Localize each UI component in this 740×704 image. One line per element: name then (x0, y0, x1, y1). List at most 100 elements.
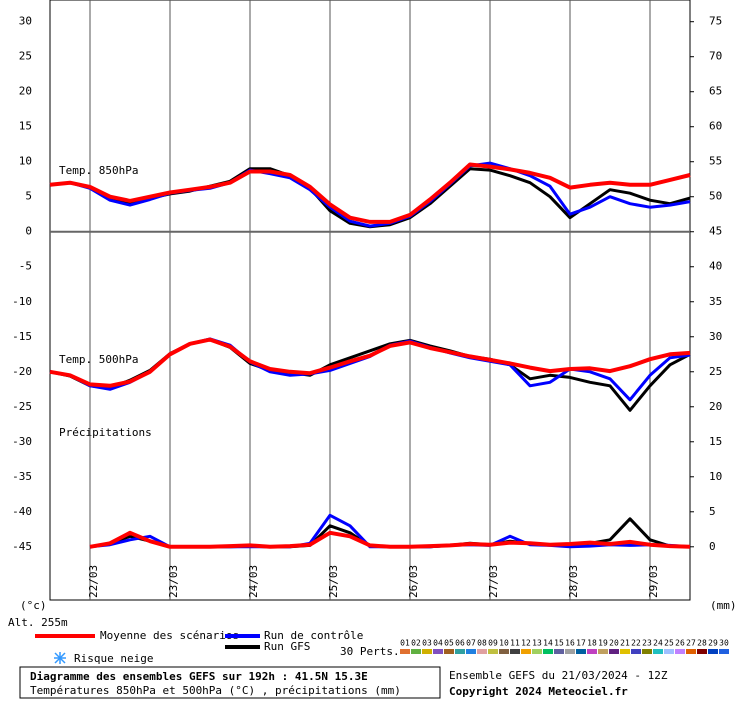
pert-swatch (719, 649, 729, 654)
y2-tick-label: 50 (709, 190, 722, 203)
legend-label: Run de contrôle (264, 629, 363, 642)
pert-label: 23 (642, 639, 652, 648)
y2-tick-label: 25 (709, 365, 722, 378)
pert-swatch (554, 649, 564, 654)
y-tick-label: 25 (19, 50, 32, 63)
pert-swatch (411, 649, 421, 654)
pert-label: 17 (576, 639, 586, 648)
y-tick-label: -35 (12, 470, 32, 483)
pert-swatch (664, 649, 674, 654)
y-tick-label: -45 (12, 540, 32, 553)
y-tick-label: -20 (12, 365, 32, 378)
legend: Moyenne des scénarios Run de contrôle Ru… (35, 629, 400, 665)
y-tick-label: 20 (19, 85, 32, 98)
pert-label: 30 (719, 639, 729, 648)
legend-label: Moyenne des scénarios (100, 629, 239, 642)
y-tick-label: 30 (19, 15, 32, 28)
pert-label: 26 (675, 639, 685, 648)
pert-swatch (708, 649, 718, 654)
pert-swatch (455, 649, 465, 654)
y2-tick-label: 0 (709, 540, 716, 553)
plot-area (49, 0, 691, 601)
x-tick-label: 29/03 (647, 565, 660, 598)
pert-swatch (609, 649, 619, 654)
pert-label: 20 (609, 639, 619, 648)
y2-tick-label: 30 (709, 330, 722, 343)
pert-label: 25 (664, 639, 674, 648)
pert-swatch (620, 649, 630, 654)
pert-label: 07 (466, 639, 476, 648)
y2-tick-label: 75 (709, 15, 722, 28)
pert-label: 18 (587, 639, 597, 648)
y-tick-label: -25 (12, 400, 32, 413)
pert-label: 05 (444, 639, 454, 648)
x-tick-label: 26/03 (407, 565, 420, 598)
y-tick-label: 5 (25, 190, 32, 203)
pert-swatch (653, 649, 663, 654)
pert-label: 02 (411, 639, 421, 648)
series-line (49, 162, 691, 224)
pert-label: 01 (400, 639, 410, 648)
y2-tick-label: 40 (709, 260, 722, 273)
y-tick-label: 0 (25, 225, 32, 238)
pert-swatch (466, 649, 476, 654)
y-tick-label: 15 (19, 120, 32, 133)
pert-swatch (543, 649, 553, 654)
altitude: Alt. 255m (8, 616, 68, 629)
pert-label: 08 (477, 639, 487, 648)
pert-label: 27 (686, 639, 696, 648)
panel-label: Temp. 850hPa (59, 164, 138, 177)
y2-tick-label: 45 (709, 225, 722, 238)
legend-label: Run GFS (264, 640, 310, 653)
y2-tick-label: 55 (709, 155, 722, 168)
pert-label: 29 (708, 639, 718, 648)
pert-label: 22 (631, 639, 641, 648)
pert-swatch (576, 649, 586, 654)
snow-icon (54, 652, 66, 664)
y2-tick-label: 15 (709, 435, 722, 448)
y-tick-label: -30 (12, 435, 32, 448)
pert-swatch (565, 649, 575, 654)
pert-label: 16 (565, 639, 575, 648)
chart-subtitle: Températures 850hPa et 500hPa (°C) , pré… (30, 684, 401, 697)
pert-swatch (499, 649, 509, 654)
series-line (49, 161, 691, 228)
copyright: Copyright 2024 Meteociel.fr (449, 685, 628, 698)
pert-label: 11 (510, 639, 520, 648)
pert-label: 03 (422, 639, 432, 648)
pert-label: 14 (543, 639, 553, 648)
pert-swatch (488, 649, 498, 654)
panel-label: Temp. 500hPa (59, 353, 138, 366)
series-line (89, 530, 691, 549)
panel-label: Précipitations (59, 426, 152, 439)
y-axis-label: (°c) (20, 599, 47, 612)
y2-tick-label: 5 (709, 505, 716, 518)
pert-swatch (433, 649, 443, 654)
y2-tick-label: 60 (709, 120, 722, 133)
pert-label: 09 (488, 639, 498, 648)
y2-tick-label: 70 (709, 50, 722, 63)
pert-swatch (532, 649, 542, 654)
pert-label: 06 (455, 639, 465, 648)
pert-swatch (587, 649, 597, 654)
pert-label: 15 (554, 639, 564, 648)
y2-axis-label: (mm) (710, 599, 737, 612)
pert-label: 21 (620, 639, 630, 648)
run-label: Ensemble GEFS du 21/03/2024 - 12Z (449, 669, 668, 682)
y-tick-label: 10 (19, 155, 32, 168)
pert-label: 12 (521, 639, 531, 648)
y2-tick-label: 20 (709, 400, 722, 413)
pert-label: 04 (433, 639, 443, 648)
pert-label: 10 (499, 639, 509, 648)
title-box (19, 666, 441, 699)
y-tick-label: -40 (12, 505, 32, 518)
x-tick-label: 23/03 (167, 565, 180, 598)
pert-swatch (686, 649, 696, 654)
pert-swatch (521, 649, 531, 654)
x-tick-label: 27/03 (487, 565, 500, 598)
perts-label: 30 Perts. (340, 645, 400, 658)
pert-swatch (642, 649, 652, 654)
y-tick-label: -10 (12, 295, 32, 308)
pert-swatch (697, 649, 707, 654)
